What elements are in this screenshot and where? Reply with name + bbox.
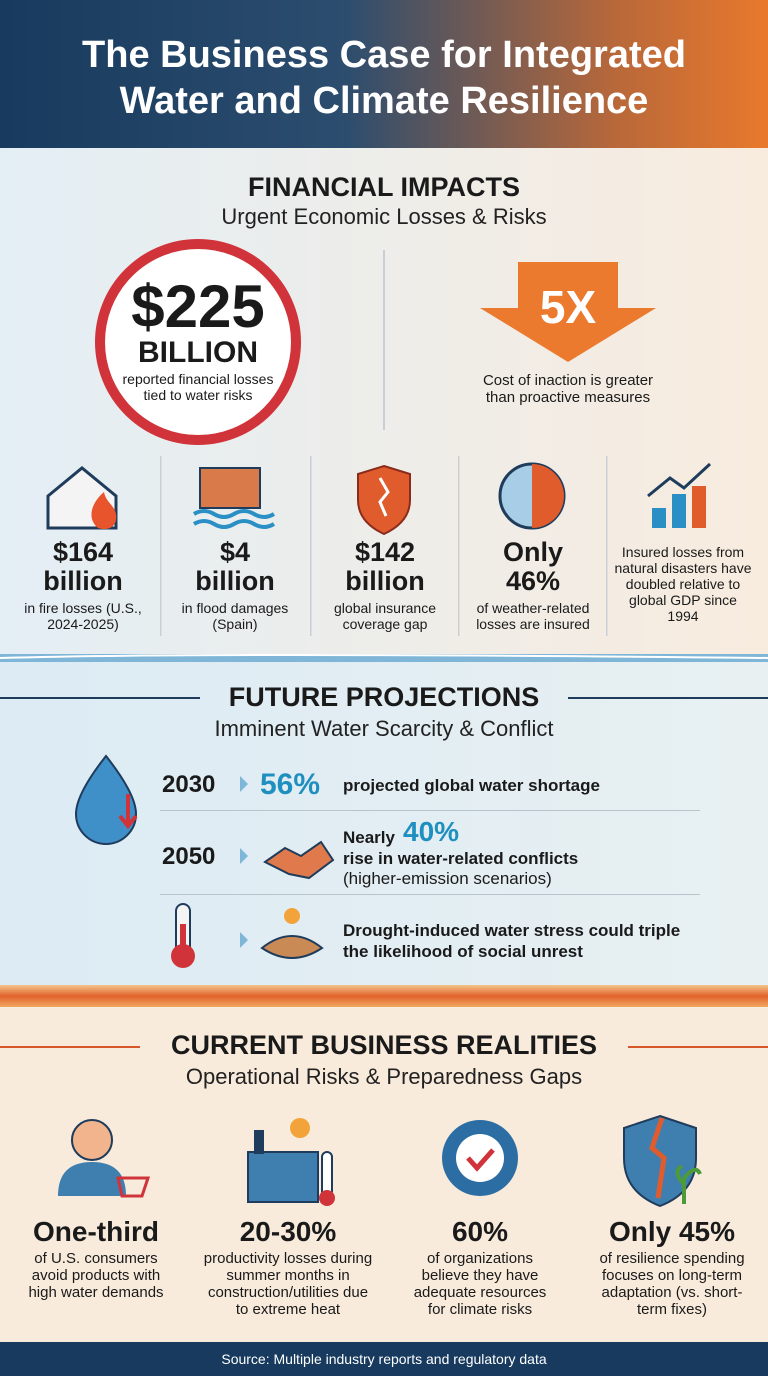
reality-caption: of resilience spending focuses on long-t… xyxy=(599,1250,745,1318)
reality-icons xyxy=(58,1114,702,1208)
fire-stripe xyxy=(0,985,768,1007)
projection-text: rise in water-related conflicts xyxy=(343,849,579,868)
headline-caption: reported financial losses tied to water … xyxy=(122,371,274,403)
stat-value: $142 billion xyxy=(345,537,425,596)
stat-value: Only 46% xyxy=(502,537,563,596)
title-line: Water and Climate Resilience xyxy=(119,80,649,122)
stat-caption: Insured losses from natural disasters ha… xyxy=(614,544,752,624)
headline-amount: $225 xyxy=(131,273,265,340)
stat: Insured losses from natural disasters ha… xyxy=(608,540,758,624)
stat-caption: global insurance coverage gap xyxy=(334,600,436,632)
stat: $142 billion global insurance coverage ga… xyxy=(310,537,460,633)
future-graphics xyxy=(74,754,700,968)
projection-note: (higher-emission scenarios) xyxy=(343,869,552,888)
reality-caption: productivity losses during summer months… xyxy=(203,1250,373,1318)
section-heading: FINANCIAL IMPACTS xyxy=(248,172,520,202)
stat-dividers xyxy=(46,456,712,636)
multiplier-caption: Cost of inaction is greater than proacti… xyxy=(482,372,654,406)
reality: 60% of organizations believe they have ad… xyxy=(384,1216,576,1318)
reality: 20-30% productivity losses during summer … xyxy=(192,1216,384,1318)
year: 2030 xyxy=(162,771,216,798)
stat-value: $164 billion xyxy=(43,537,123,596)
wave xyxy=(0,654,768,662)
reality-value: One-third xyxy=(33,1216,159,1247)
footer-source: Source: Multiple industry reports and re… xyxy=(0,1342,768,1376)
reality-value: 60% xyxy=(451,1216,509,1247)
section-subheading: Imminent Water Scarcity & Conflict xyxy=(214,716,554,741)
title-line: The Business Case for Integrated xyxy=(82,34,686,76)
stat: $4 billion in flood damages (Spain) xyxy=(160,537,310,633)
projection-value: 56% xyxy=(260,768,321,801)
headline-ring xyxy=(95,239,301,445)
projection-text: Drought-induced water stress could tripl… xyxy=(343,921,681,961)
headline-unit: BILLION xyxy=(138,336,258,369)
projection-text: projected global water shortage xyxy=(343,776,600,795)
section-subheading: Urgent Economic Losses & Risks xyxy=(221,204,547,229)
stat: $164 billion in fire losses (U.S., 2024-2… xyxy=(8,537,158,633)
stat-caption: of weather-related losses are insured xyxy=(476,600,590,632)
projection-value: 40% xyxy=(403,816,460,847)
stat-caption: in fire losses (U.S., 2024-2025) xyxy=(24,600,142,632)
reality: One-third of U.S. consumers avoid product… xyxy=(0,1216,192,1301)
stat-caption: in flood damages (Spain) xyxy=(181,600,289,632)
stat: Only 46% of weather-related losses are in… xyxy=(458,537,608,633)
multiplier-value: 5X xyxy=(539,281,597,333)
reality-value: Only 45% xyxy=(608,1216,736,1247)
reality-caption: of U.S. consumers avoid products with hi… xyxy=(28,1250,164,1301)
reality: Only 45% of resilience spending focuses o… xyxy=(576,1216,768,1318)
reality-caption: of organizations believe they have adequ… xyxy=(413,1250,547,1318)
arrow xyxy=(480,262,656,362)
section-heading: CURRENT BUSINESS REALITIES xyxy=(170,1030,598,1060)
header xyxy=(0,0,768,148)
section-heading: FUTURE PROJECTIONS xyxy=(228,682,540,712)
reality-value: 20-30% xyxy=(239,1216,337,1247)
projection-prefix: Nearly xyxy=(343,828,395,847)
section-subheading: Operational Risks & Preparedness Gaps xyxy=(185,1064,583,1089)
year: 2050 xyxy=(162,843,216,870)
divider xyxy=(383,250,385,430)
heading-rules xyxy=(0,697,768,699)
stat-value: $4 billion xyxy=(195,537,275,596)
heading-rules xyxy=(0,1046,768,1048)
